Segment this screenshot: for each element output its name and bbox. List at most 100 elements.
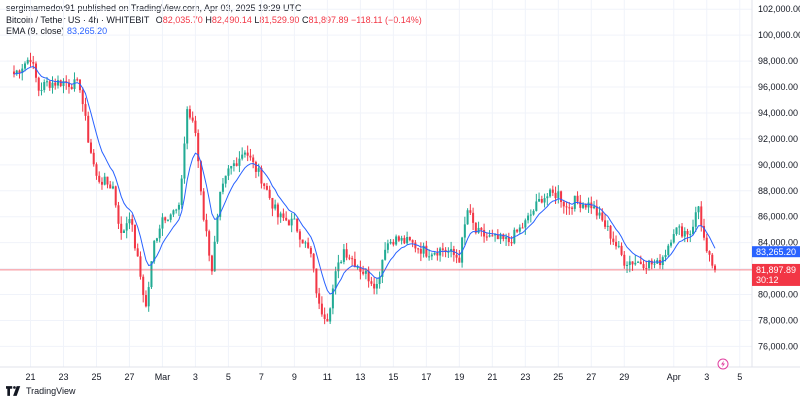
candle-body bbox=[620, 245, 623, 255]
candle-body bbox=[150, 261, 153, 288]
footer-brand[interactable]: TradingView bbox=[6, 386, 76, 396]
candle-body bbox=[637, 261, 640, 263]
candle-body bbox=[37, 77, 40, 91]
candle-body bbox=[241, 154, 244, 159]
candle-body bbox=[403, 237, 406, 244]
candle-body bbox=[681, 226, 684, 237]
candle-body bbox=[455, 254, 458, 258]
candle-body bbox=[117, 205, 120, 224]
candle-body bbox=[177, 204, 180, 210]
ohlc-values: O82,035.70 H82,490.14 L81,529.90 C81,897… bbox=[156, 15, 422, 25]
candle-body bbox=[249, 155, 252, 158]
legend-row-ema: EMA (9, close) 83,265.20 bbox=[6, 26, 422, 37]
candle-body bbox=[692, 226, 695, 235]
candle-body bbox=[199, 161, 202, 192]
candle-body bbox=[705, 237, 708, 252]
candle-body bbox=[634, 262, 637, 265]
candle-body bbox=[76, 79, 79, 81]
candle-body bbox=[296, 218, 299, 232]
candle-body bbox=[298, 231, 301, 240]
candle-body bbox=[686, 230, 689, 235]
y-tick-label: 88,000.00 bbox=[758, 186, 798, 196]
candle-body bbox=[521, 227, 524, 229]
candle-body bbox=[125, 223, 128, 231]
footer-brand-label: TradingView bbox=[26, 386, 76, 396]
candle-body bbox=[161, 217, 164, 229]
candle-body bbox=[186, 109, 189, 144]
candle-body bbox=[271, 197, 274, 209]
candle-body bbox=[400, 237, 403, 241]
candle-body bbox=[276, 204, 279, 218]
candle-body bbox=[312, 253, 315, 269]
candle-body bbox=[458, 257, 461, 263]
candle-body bbox=[219, 191, 222, 217]
candle-body bbox=[106, 176, 109, 185]
candle-body bbox=[678, 226, 681, 228]
price-badge: 81,897.89 30:12 bbox=[752, 263, 800, 286]
candle-body bbox=[392, 241, 395, 245]
candle-body bbox=[472, 212, 475, 223]
candle-body bbox=[153, 240, 156, 262]
candle-body bbox=[279, 213, 282, 218]
change-value: −118.11 (−0.14%) bbox=[351, 15, 422, 25]
candle-body bbox=[532, 210, 535, 215]
candle-body bbox=[133, 224, 136, 249]
candle-body bbox=[516, 229, 519, 232]
candle-body bbox=[598, 212, 601, 216]
candle-body bbox=[615, 241, 618, 247]
candle-body bbox=[477, 227, 480, 233]
candle-body bbox=[224, 175, 227, 184]
y-tick-label: 90,000.00 bbox=[758, 160, 798, 170]
high-value: 82,490.14 bbox=[211, 15, 252, 25]
candle-body bbox=[450, 248, 453, 252]
candle-body bbox=[483, 229, 486, 237]
symbol-label[interactable]: Bitcoin / Tether US · 4h · WHITEBIT bbox=[6, 15, 150, 25]
candle-body bbox=[323, 314, 326, 319]
x-tick-label: 23 bbox=[58, 372, 68, 382]
candle-body bbox=[480, 227, 483, 230]
candle-body bbox=[120, 223, 123, 233]
candle-body bbox=[268, 189, 271, 198]
candle-body bbox=[213, 241, 216, 272]
candle-body bbox=[601, 212, 604, 221]
candle-body bbox=[642, 264, 645, 269]
ema-value: 83,265.20 bbox=[67, 26, 108, 36]
candle-body bbox=[713, 265, 717, 270]
candle-body bbox=[227, 168, 230, 176]
candle-body bbox=[562, 202, 565, 207]
candle-body bbox=[122, 230, 125, 233]
candle-body bbox=[367, 270, 370, 282]
x-tick-label: Mar bbox=[155, 372, 171, 382]
candle-body bbox=[111, 186, 114, 189]
candle-body bbox=[301, 239, 304, 244]
candle-body bbox=[571, 207, 574, 209]
x-tick-label: 17 bbox=[421, 372, 431, 382]
candle-body bbox=[307, 242, 310, 248]
x-tick-label: 5 bbox=[226, 372, 231, 382]
candle-body bbox=[56, 80, 60, 86]
candle-body bbox=[331, 288, 334, 309]
chart-grid bbox=[0, 0, 752, 367]
y-tick-label: 86,000.00 bbox=[758, 212, 798, 222]
candle-body bbox=[265, 185, 268, 190]
candle-body bbox=[315, 268, 318, 294]
candle-body bbox=[34, 63, 38, 78]
candle-body bbox=[23, 63, 27, 69]
y-tick-label: 100,000.00 bbox=[758, 30, 800, 40]
x-tick-label: 19 bbox=[454, 372, 464, 382]
ema-label[interactable]: EMA (9, close) bbox=[6, 26, 65, 36]
candle-body bbox=[40, 89, 43, 91]
y-tick-label: 92,000.00 bbox=[758, 134, 798, 144]
price-axis[interactable]: 102,000.00 100,000.00 98,000.00 96,000.00 94… bbox=[758, 4, 800, 351]
lightning-icon[interactable] bbox=[717, 358, 729, 370]
time-axis[interactable]: 21 23 25 27 Mar 3 5 7 9 11 13 15 17 19 21 23 25 27 29 Apr 3 5 bbox=[25, 372, 742, 382]
low-value: 81,529.90 bbox=[259, 15, 300, 25]
tradingview-logo-icon bbox=[6, 386, 21, 396]
candle-body bbox=[694, 212, 697, 227]
candle-body bbox=[549, 189, 552, 197]
y-tick-label: 102,000.00 bbox=[758, 4, 800, 14]
x-tick-label: 21 bbox=[25, 372, 35, 382]
candle-body bbox=[62, 81, 65, 87]
x-tick-label: 13 bbox=[355, 372, 365, 382]
